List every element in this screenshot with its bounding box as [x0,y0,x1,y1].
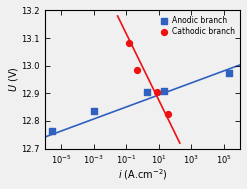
X-axis label: $i$ (A.cm$^{-2}$): $i$ (A.cm$^{-2}$) [118,167,167,182]
Anodic branch [92,110,96,113]
Cathodic branch [155,91,159,94]
Anodic branch [162,89,165,92]
Cathodic branch [127,42,131,45]
Anodic branch [50,130,54,133]
Anodic branch [227,72,231,75]
Legend: Anodic branch, Cathodic branch: Anodic branch, Cathodic branch [158,14,236,38]
Y-axis label: $U$ (V): $U$ (V) [7,67,20,92]
Cathodic branch [136,69,140,72]
Cathodic branch [166,113,170,116]
Anodic branch [145,91,149,94]
